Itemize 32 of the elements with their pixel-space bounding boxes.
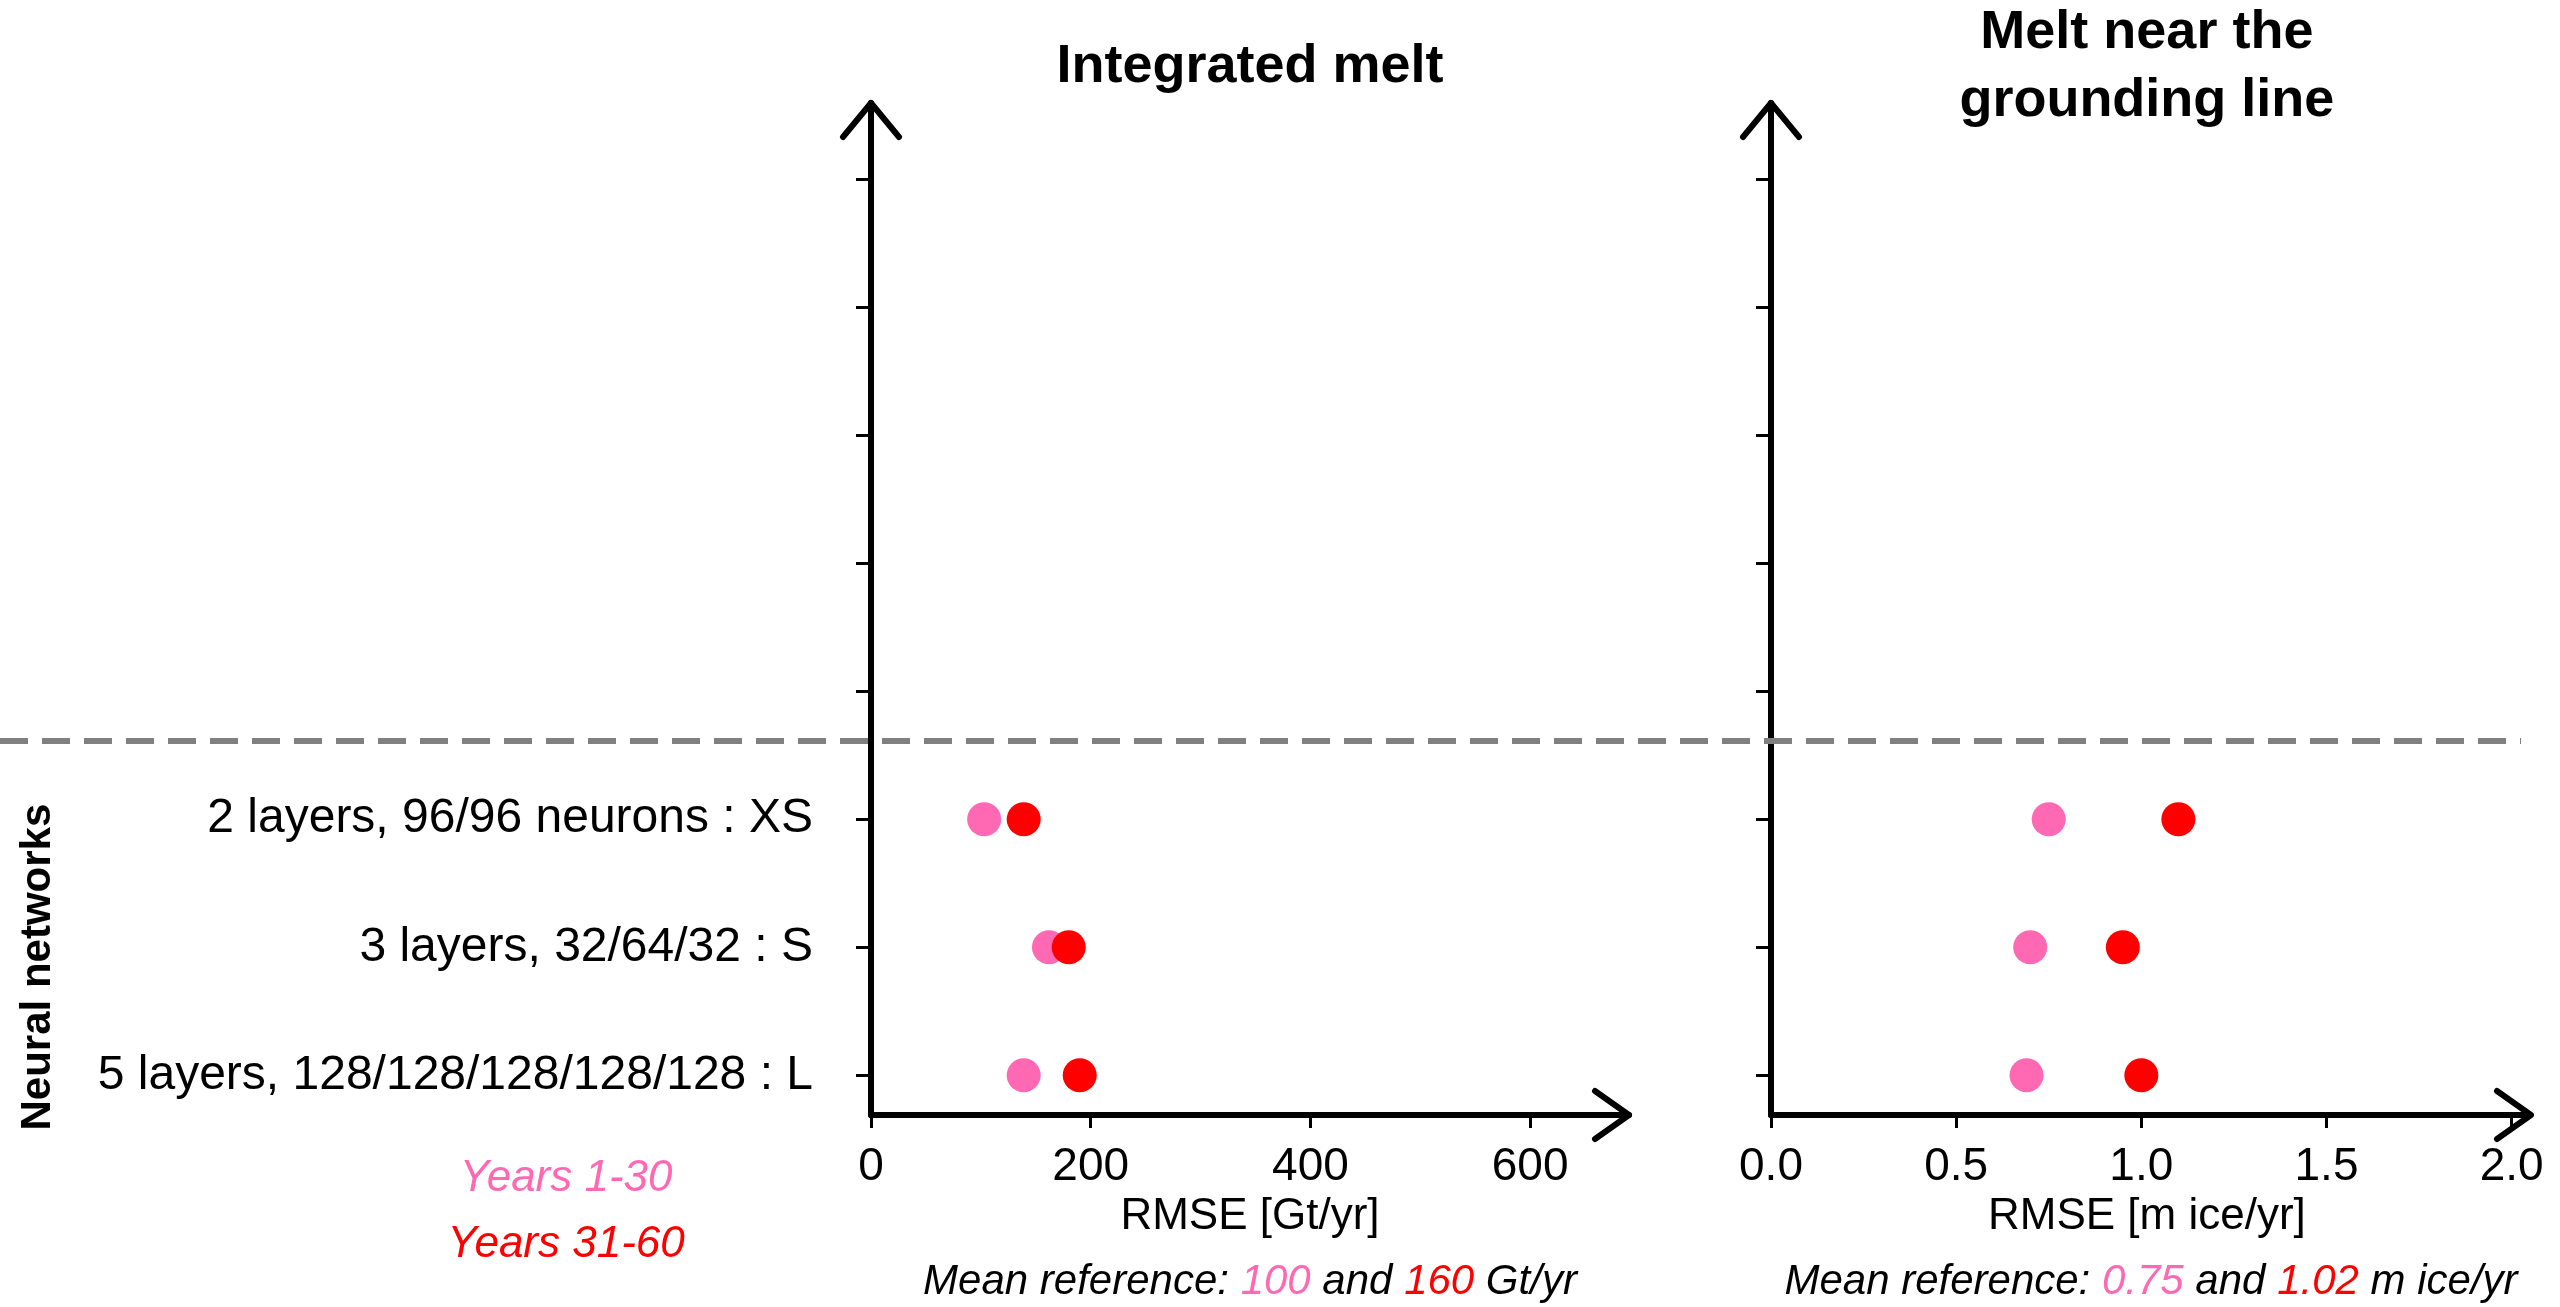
- x-tick-label: 200: [1052, 1138, 1130, 1191]
- y-tick-label: 5 layers, 128/128/128/128/128 : L: [97, 1045, 813, 1099]
- x-tick-label: 600: [1491, 1138, 1569, 1191]
- x-axis-title: RMSE [Gt/yr]: [1120, 1188, 1380, 1238]
- y-axis-title: Neural networks: [11, 803, 59, 1131]
- x-tick-label: 2.0: [2479, 1138, 2544, 1191]
- point: [1062, 1058, 1097, 1093]
- chart-title: Integrated melt: [1056, 32, 1444, 93]
- x-tick-label: 1.0: [2109, 1138, 2174, 1191]
- x-tick-label: 400: [1272, 1138, 1349, 1191]
- point: [2105, 930, 2140, 965]
- x-tick-label: 0: [858, 1138, 884, 1191]
- text: Mean reference: 0.75 and 1.02 m ice/yr: [1783, 1256, 2520, 1303]
- point: [1006, 1058, 1041, 1093]
- point: [2124, 1058, 2159, 1093]
- point: [2031, 802, 2066, 837]
- x-tick-label: 0.5: [1924, 1138, 1989, 1191]
- point: [2013, 930, 2048, 965]
- chart-title: Melt near the grounding line: [1959, 0, 2335, 127]
- text: Years 31-60: [447, 1217, 686, 1267]
- text: Mean reference: 100 and 160 Gt/yr: [922, 1256, 1580, 1303]
- x-axis-title: RMSE [m ice/yr]: [1987, 1188, 2306, 1238]
- x-tick-label: 0.0: [1739, 1138, 1803, 1191]
- x-tick-label: 1.5: [2294, 1138, 2359, 1191]
- y-tick-label: 3 layers, 32/64/32 : S: [359, 917, 813, 971]
- point: [2009, 1058, 2044, 1093]
- text: Years 1-30: [459, 1151, 674, 1201]
- y-tick-label: 2 layers, 96/96 neurons : XS: [207, 789, 813, 843]
- point: [1051, 930, 1086, 965]
- point: [2161, 802, 2196, 837]
- point: [967, 802, 1002, 837]
- point: [1006, 802, 1041, 837]
